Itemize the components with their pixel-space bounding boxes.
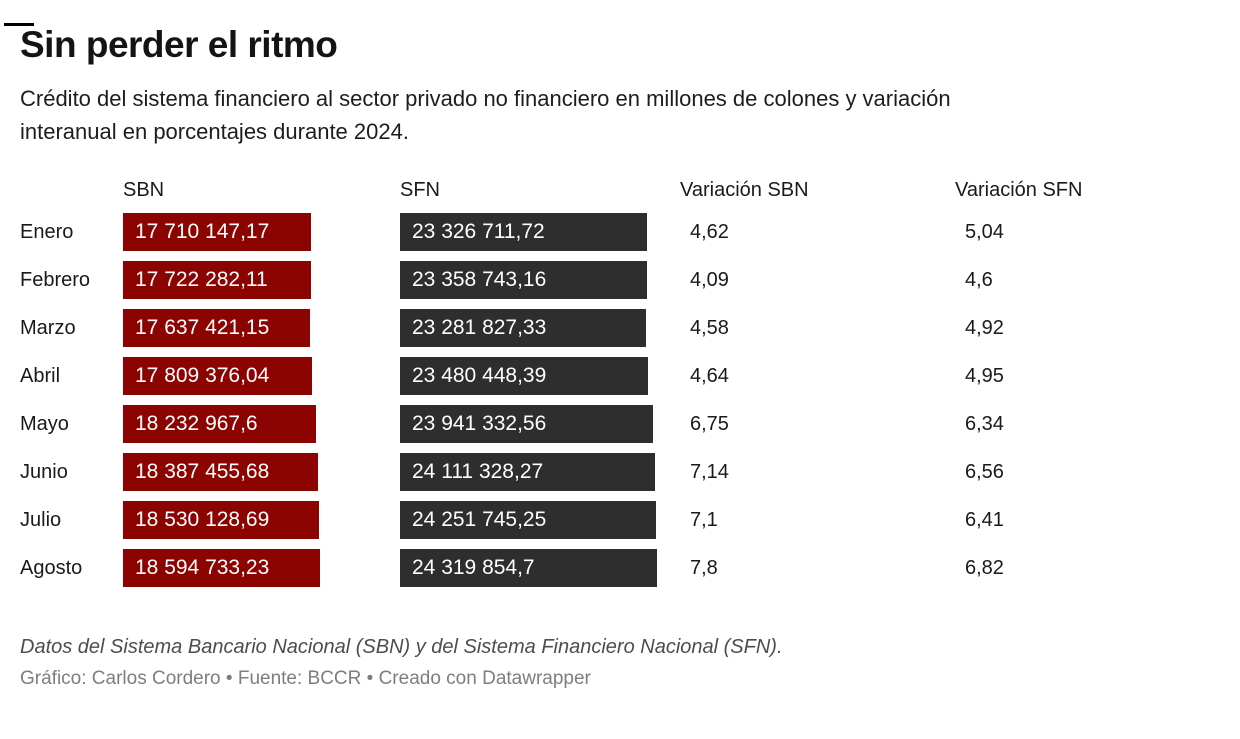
- table-header-row: SBN SFN Variación SBN Variación SFN: [20, 172, 1220, 208]
- row-label: Febrero: [20, 268, 91, 291]
- sbn-bar-value: 18 387 455,68: [135, 460, 270, 483]
- var-sbn-value: 6,75: [690, 412, 729, 435]
- row-label: Enero: [20, 220, 74, 243]
- var-sfn-value: 4,95: [965, 364, 1004, 387]
- var-sbn-value: 7,1: [690, 508, 718, 531]
- sbn-bar: 17 722 282,11: [123, 261, 311, 299]
- sfn-bar: 24 319 854,7: [400, 549, 657, 587]
- var-sfn-value: 5,04: [965, 220, 1004, 243]
- sfn-bar-value: 23 941 332,56: [412, 412, 547, 435]
- sbn-bar-value: 18 232 967,6: [135, 412, 258, 435]
- chart-description: Crédito del sistema financiero al sector…: [20, 82, 1220, 148]
- sbn-bar: 18 232 967,6: [123, 405, 317, 443]
- sfn-bar: 23 941 332,56: [400, 405, 653, 443]
- sbn-bar: 18 594 733,23: [123, 549, 320, 587]
- sbn-bar-value: 18 530 128,69: [135, 508, 270, 531]
- sbn-bar: 17 809 376,04: [123, 357, 312, 395]
- column-header-sfn: SFN: [400, 178, 440, 201]
- sfn-bar-value: 24 251 745,25: [412, 508, 547, 531]
- top-left-tick: [4, 23, 34, 26]
- column-header-var-sbn: Variación SBN: [680, 178, 809, 201]
- var-sfn-value: 6,34: [965, 412, 1004, 435]
- chart-notes: Datos del Sistema Bancario Nacional (SBN…: [20, 636, 783, 658]
- chart-byline: Gráfico: Carlos Cordero • Fuente: BCCR •…: [20, 668, 591, 689]
- table-row: Abril 17 809 376,04 23 480 448,39 4,64 4…: [20, 352, 1220, 400]
- sbn-bar: 18 387 455,68: [123, 453, 318, 491]
- sfn-bar-value: 23 281 827,33: [412, 316, 547, 339]
- sfn-bar-value: 23 480 448,39: [412, 364, 547, 387]
- table-row: Marzo 17 637 421,15 23 281 827,33 4,58 4…: [20, 304, 1220, 352]
- row-label: Abril: [20, 364, 61, 387]
- sfn-bar: 23 358 743,16: [400, 261, 647, 299]
- sbn-bar-value: 18 594 733,23: [135, 556, 270, 579]
- sbn-bar-value: 17 809 376,04: [135, 364, 270, 387]
- column-header-sbn: SBN: [123, 178, 165, 201]
- sfn-bar: 23 281 827,33: [400, 309, 646, 347]
- sfn-bar-value: 23 358 743,16: [412, 268, 547, 291]
- sfn-bar-value: 24 319 854,7: [412, 556, 535, 579]
- description-line-1: Crédito del sistema financiero al sector…: [20, 86, 951, 111]
- table-row: Mayo 18 232 967,6 23 941 332,56 6,75 6,3…: [20, 400, 1220, 448]
- sfn-bar-value: 23 326 711,72: [412, 220, 545, 243]
- var-sfn-value: 6,41: [965, 508, 1004, 531]
- sfn-bar: 23 480 448,39: [400, 357, 649, 395]
- row-label: Junio: [20, 460, 68, 483]
- page-title: Sin perder el ritmo: [20, 24, 338, 65]
- table-row: Enero 17 710 147,17 23 326 711,72 4,62 5…: [20, 208, 1220, 256]
- sfn-bar-value: 24 111 328,27: [412, 460, 544, 483]
- var-sbn-value: 4,62: [690, 220, 729, 243]
- column-header-var-sfn: Variación SFN: [955, 178, 1083, 201]
- var-sbn-value: 4,09: [690, 268, 729, 291]
- var-sfn-value: 4,92: [965, 316, 1004, 339]
- var-sfn-value: 4,6: [965, 268, 993, 291]
- var-sfn-value: 6,56: [965, 460, 1004, 483]
- var-sbn-value: 7,14: [690, 460, 729, 483]
- row-label: Julio: [20, 508, 62, 531]
- sbn-bar: 18 530 128,69: [123, 501, 320, 539]
- sbn-bar-value: 17 710 147,17: [135, 220, 270, 243]
- var-sfn-value: 6,82: [965, 556, 1004, 579]
- datawrapper-table-chart: Sin perder el ritmo Crédito del sistema …: [0, 23, 1240, 690]
- sbn-bar-value: 17 637 421,15: [135, 316, 270, 339]
- var-sbn-value: 7,8: [690, 556, 718, 579]
- description-line-2: interanual en porcentajes durante 2024.: [20, 119, 409, 144]
- sbn-bar: 17 637 421,15: [123, 309, 310, 347]
- table-row: Junio 18 387 455,68 24 111 328,27 7,14 6…: [20, 448, 1220, 496]
- sbn-bar-value: 17 722 282,11: [135, 268, 268, 291]
- row-label: Agosto: [20, 556, 83, 579]
- table-row: Febrero 17 722 282,11 23 358 743,16 4,09…: [20, 256, 1220, 304]
- var-sbn-value: 4,58: [690, 316, 729, 339]
- var-sbn-value: 4,64: [690, 364, 729, 387]
- sbn-bar: 17 710 147,17: [123, 213, 311, 251]
- sfn-bar: 24 111 328,27: [400, 453, 655, 491]
- row-label: Marzo: [20, 316, 76, 339]
- table-row: Julio 18 530 128,69 24 251 745,25 7,1 6,…: [20, 496, 1220, 544]
- sfn-bar: 24 251 745,25: [400, 501, 657, 539]
- sfn-bar: 23 326 711,72: [400, 213, 647, 251]
- row-label: Mayo: [20, 412, 69, 435]
- table-row: Agosto 18 594 733,23 24 319 854,7 7,8 6,…: [20, 544, 1220, 592]
